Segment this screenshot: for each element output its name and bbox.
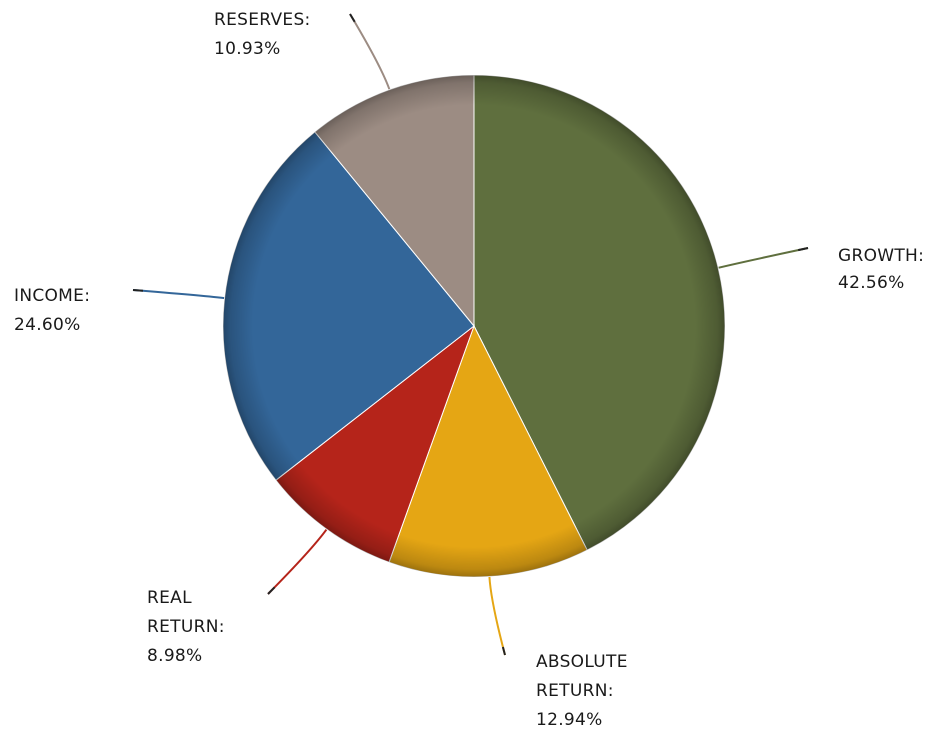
leader-tip	[132, 289, 144, 292]
leader-line	[717, 247, 809, 269]
leader-line	[267, 528, 328, 595]
leader-line	[132, 289, 225, 300]
leader-tip	[349, 13, 356, 23]
leader-line	[349, 13, 391, 90]
leader-line	[488, 576, 506, 656]
label-income: INCOME: 24.60%	[14, 286, 96, 335]
label-growth: GROWTH: 42.56%	[838, 246, 930, 293]
leader-tip	[501, 646, 506, 656]
label-absolute-return: ABSOLUTE RETURN: 12.94%	[536, 652, 633, 730]
pie-slices	[222, 74, 726, 578]
label-real-return: REAL RETURN: 8.98%	[147, 588, 230, 666]
leader-tip	[267, 586, 276, 595]
label-reserves: RESERVES: 10.93%	[214, 10, 316, 59]
leader-tip	[797, 247, 809, 252]
